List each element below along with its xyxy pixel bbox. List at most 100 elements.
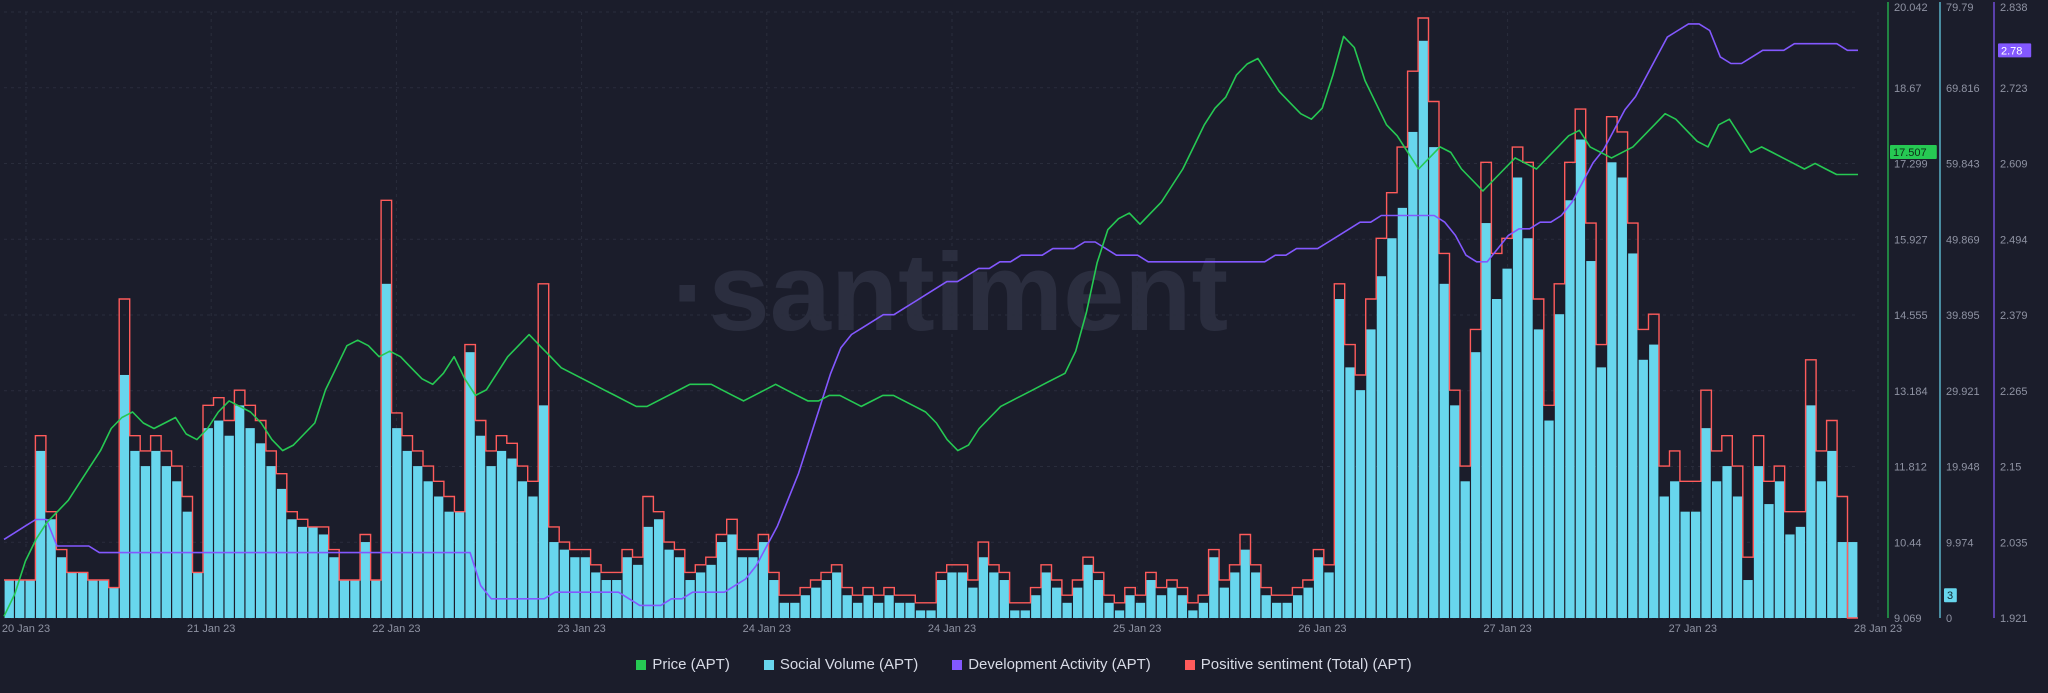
legend-label-positive-sentiment: Positive sentiment (Total) (APT)	[1200, 656, 1412, 673]
price-current-badge	[1890, 144, 1937, 159]
development-activity-line	[3, 23, 1858, 607]
social-volume-bar	[1806, 405, 1816, 618]
social-volume-bar	[559, 549, 570, 618]
social-volume-bar	[1355, 390, 1366, 618]
social-volume-bar	[371, 580, 381, 618]
legend-item-development-activity[interactable]: Development Activity (APT)	[952, 656, 1151, 673]
social-volume-bar	[999, 580, 1009, 618]
legend: Price (APT) Social Volume (APT) Developm…	[0, 656, 2048, 673]
social-volume-bar	[119, 374, 130, 618]
social-volume-bar	[915, 610, 926, 618]
social-volume-bar	[1073, 587, 1083, 618]
social-volume-bar	[214, 420, 224, 618]
social-volume-bar	[1177, 595, 1188, 618]
social-volume-bar	[821, 580, 831, 618]
social-volume-bar	[884, 595, 894, 618]
social-volume-bar	[339, 580, 350, 618]
social-volume-bar	[413, 466, 423, 618]
social-volume-bar	[1774, 481, 1785, 618]
social-volume-bar	[538, 405, 549, 618]
social-volume-bar	[1292, 595, 1303, 618]
social-volume-bar	[1711, 481, 1722, 618]
social-volume-bar	[266, 466, 276, 618]
x-tick-label: 25 Jan 23	[1113, 623, 1161, 635]
dev-tick-label: 2.723	[2000, 83, 2028, 95]
social-volume-bar	[1429, 147, 1439, 618]
social-volume-bar	[1848, 542, 1858, 618]
social-volume-bar	[1565, 200, 1575, 618]
social-volume-bar	[1533, 329, 1544, 618]
social-tick-label: 69.816	[1946, 83, 1980, 95]
legend-item-social-volume[interactable]: Social Volume (APT)	[763, 656, 918, 673]
social-volume-bar	[203, 428, 213, 618]
social-volume-bar	[1450, 405, 1460, 618]
social-volume-bar	[716, 542, 727, 618]
social-volume-bar	[308, 526, 318, 618]
social-volume-bar	[978, 557, 989, 618]
social-volume-bar	[1272, 602, 1282, 618]
social-volume-bar	[98, 580, 109, 618]
dev-tick-label: 2.609	[2000, 159, 2028, 171]
social-volume-bar	[1010, 610, 1020, 618]
social-tick-label: 0	[1946, 613, 1952, 625]
social-volume-bar	[1732, 496, 1743, 618]
social-tick-label: 39.895	[1946, 310, 1980, 322]
social-volume-bar	[245, 428, 255, 618]
social-volume-bar	[350, 580, 360, 618]
social-volume-bar	[276, 488, 287, 618]
price-tick-label: 14.555	[1894, 310, 1928, 322]
social-volume-bar	[894, 602, 905, 618]
chart-canvas[interactable]: ·santiment 20 Jan 23 21 Jan 23 22 Jan 23 23…	[0, 0, 2048, 650]
dev-current-value: 2.78	[2001, 45, 2022, 57]
social-volume-bar	[873, 602, 884, 618]
social-volume-bar	[1554, 314, 1565, 618]
social-volume-bar	[1596, 367, 1607, 618]
social-volume-bar	[1219, 587, 1229, 618]
social-volume-bar	[287, 519, 297, 618]
social-volume-bar	[622, 557, 632, 618]
social-volume-bar	[1041, 572, 1051, 618]
positive-sentiment-line	[4, 17, 1858, 619]
social-volume-bar	[580, 557, 590, 618]
social-volume-bar	[1628, 253, 1638, 618]
social-volume-bar	[4, 580, 14, 618]
social-volume-bar	[360, 542, 371, 618]
social-volume-bar	[1397, 207, 1407, 618]
social-volume-bar	[444, 511, 454, 618]
social-volume-bar	[758, 542, 769, 618]
social-volume-bar	[46, 519, 56, 618]
social-volume-bar	[1093, 580, 1104, 618]
social-volume-bar	[905, 602, 915, 618]
legend-item-positive-sentiment[interactable]: Positive sentiment (Total) (APT)	[1184, 656, 1412, 673]
social-volume-bar	[1167, 587, 1177, 618]
social-volume-bar	[695, 572, 706, 618]
social-volume-bar	[1481, 223, 1491, 618]
social-volume-bar	[182, 511, 192, 618]
social-volume-bar	[297, 526, 308, 618]
social-volume-bar	[1031, 595, 1041, 618]
legend-item-price[interactable]: Price (APT)	[636, 656, 730, 673]
price-tick-label: 20.042	[1894, 2, 1928, 14]
x-tick-label: 28 Jan 23	[1854, 623, 1902, 635]
price-tick-label: 9.069	[1894, 613, 1922, 625]
social-tick-label: 29.921	[1946, 386, 1980, 398]
social-volume-bar	[1334, 299, 1345, 618]
social-volume-bar	[1753, 466, 1764, 618]
social-volume-bar	[1345, 367, 1355, 618]
social-volume-bar	[25, 580, 35, 618]
social-volume-bar	[1701, 428, 1711, 618]
social-volume-bar	[570, 557, 580, 618]
social-volume-bar	[161, 466, 171, 618]
social-volume-bar	[1313, 557, 1324, 618]
social-volume-bar	[1251, 572, 1261, 618]
social-volume-bar	[1376, 276, 1387, 618]
price-line	[3, 35, 1858, 617]
social-volume-bar	[633, 564, 643, 618]
legend-swatch-price	[636, 659, 647, 670]
social-tick-label: 19.948	[1946, 462, 1980, 474]
x-tick-label: 22 Jan 23	[372, 623, 420, 635]
social-volume-bar	[664, 549, 674, 618]
social-volume-bars	[4, 40, 1858, 619]
social-volume-bar	[1491, 299, 1502, 618]
social-volume-bar	[832, 572, 842, 618]
